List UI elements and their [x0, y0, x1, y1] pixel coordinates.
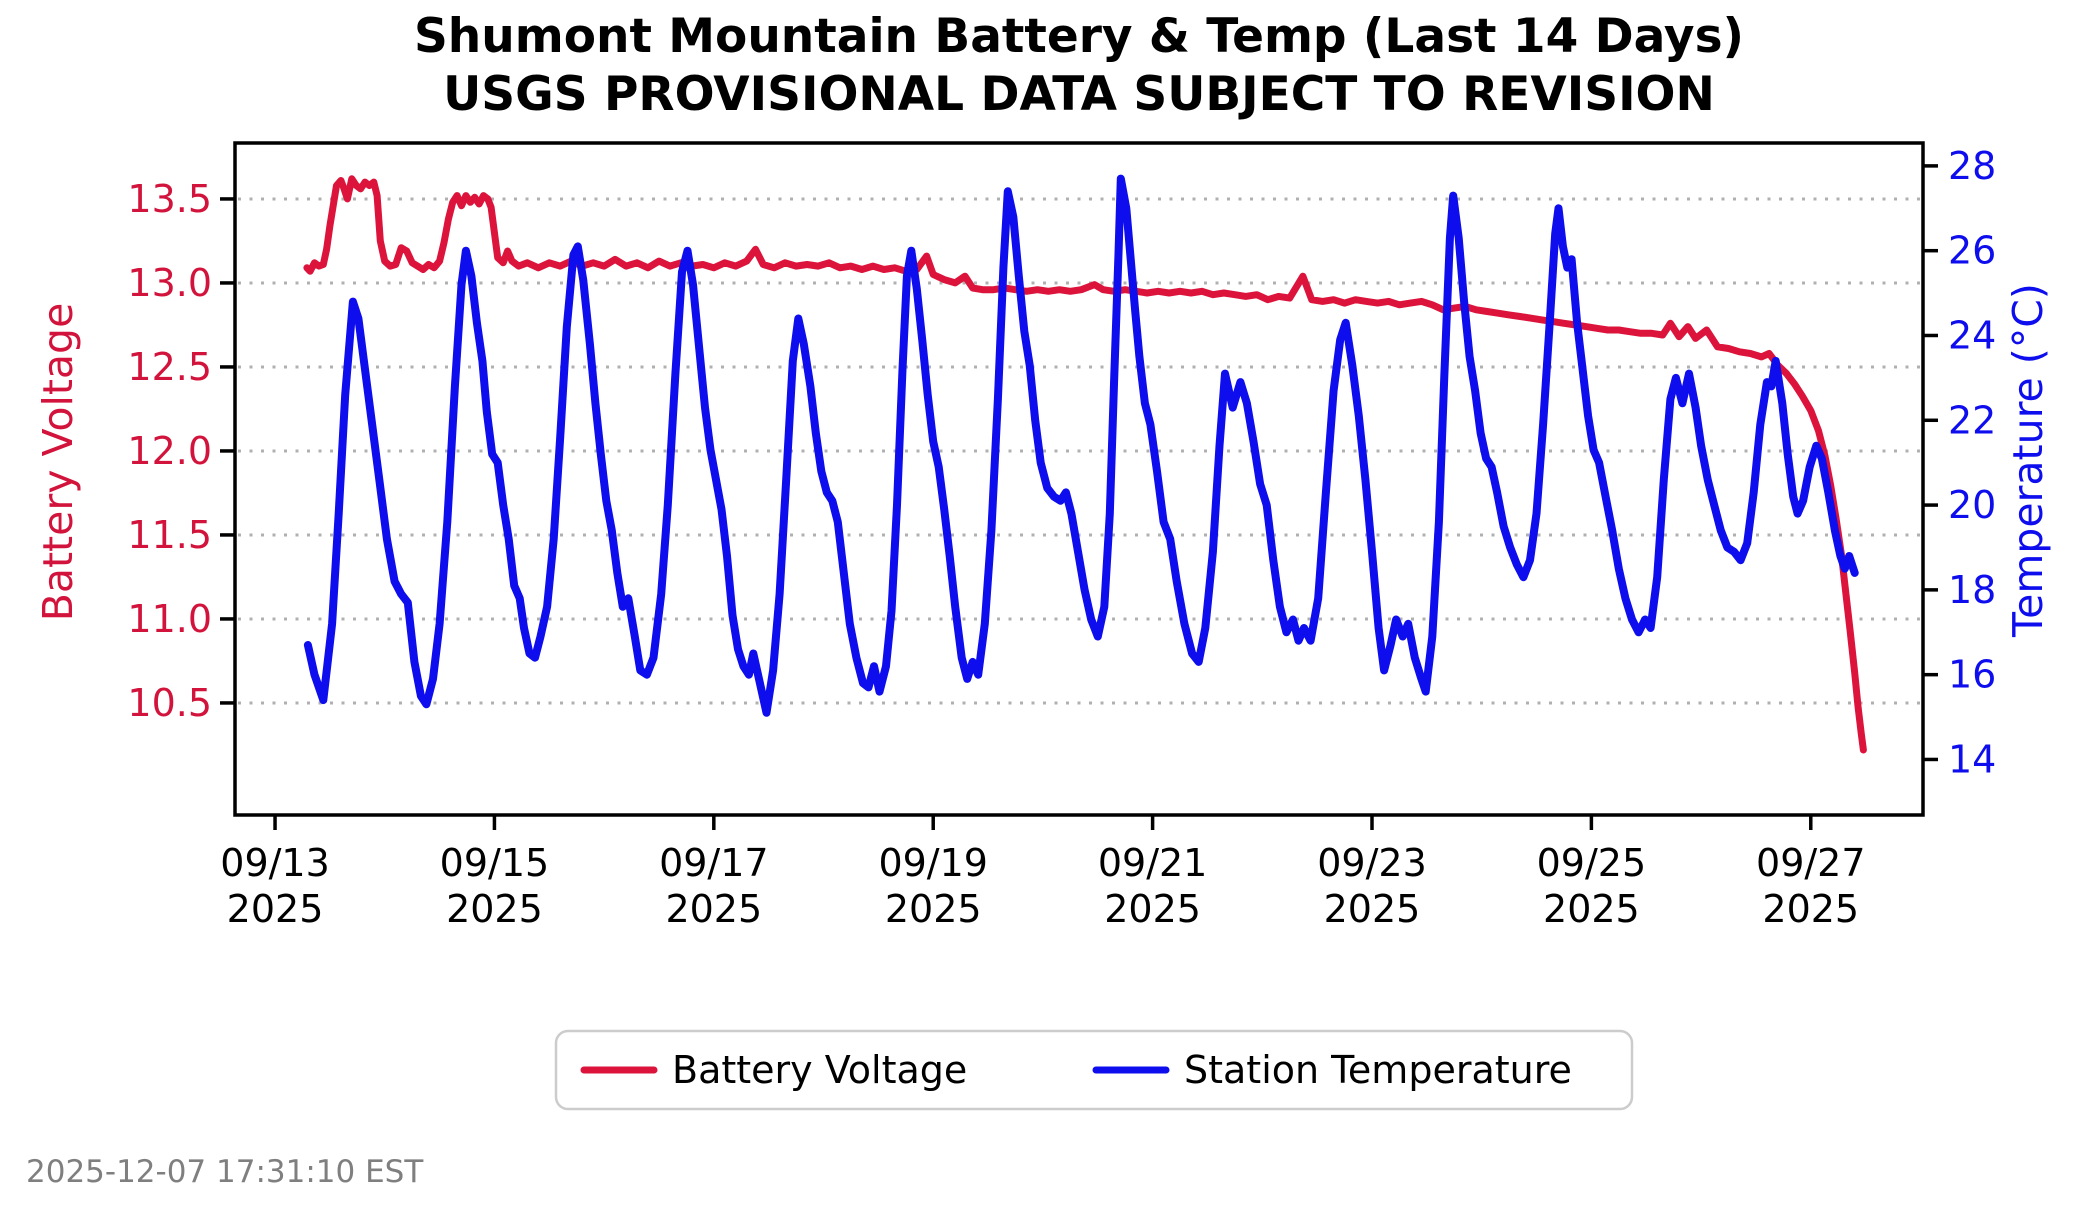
x-tick-label: 09/21 2025 [1098, 841, 1208, 931]
x-tick-label: 09/15 2025 [440, 841, 550, 931]
left-tick-label: 11.5 [127, 513, 212, 557]
plot-frame [233, 141, 1925, 817]
legend: Battery Voltage Station Temperature [554, 1029, 1634, 1111]
station-temperature-line [303, 174, 1859, 717]
left-tick-label: 12.0 [127, 429, 212, 473]
left-axis-label: Battery Voltage [34, 303, 82, 622]
x-tick-label: 09/23 2025 [1317, 841, 1427, 931]
left-tick-label: 12.5 [127, 345, 212, 389]
battery-voltage-line [303, 175, 1867, 754]
right-tick-label: 28 [1948, 144, 1996, 188]
right-tick-label: 14 [1948, 737, 1996, 781]
tick-labels: 13.5 13.0 12.5 12.0 11.5 11.0 10.5 28 26 24 22 20 18… [127, 144, 1996, 931]
right-axis-label: Temperature (°C) [2004, 283, 2052, 638]
legend-battery-label: Battery Voltage [672, 1048, 967, 1092]
right-tick-label: 18 [1948, 568, 1996, 612]
timestamp: 2025-12-07 17:31:10 EST [26, 1154, 424, 1190]
x-tick-label: 09/27 2025 [1756, 841, 1866, 931]
axes [220, 164, 1938, 830]
right-tick-label: 24 [1948, 313, 1996, 357]
x-tick-label: 09/13 2025 [220, 841, 330, 931]
chart-subtitle: USGS PROVISIONAL DATA SUBJECT TO REVISIO… [443, 67, 1715, 122]
x-tick-label: 09/19 2025 [878, 841, 988, 931]
left-tick-label: 13.5 [127, 177, 212, 221]
right-tick-label: 22 [1948, 398, 1996, 442]
right-tick-label: 26 [1948, 229, 1996, 273]
left-tick-label: 13.0 [127, 261, 212, 305]
x-tick-label: 09/17 2025 [659, 841, 769, 931]
plot-series [303, 174, 1867, 754]
right-tick-label: 16 [1948, 653, 1996, 697]
left-tick-label: 10.5 [127, 681, 212, 725]
chart-title: Shumont Mountain Battery & Temp (Last 14… [414, 9, 1744, 64]
x-tick-label: 09/25 2025 [1537, 841, 1647, 931]
legend-temperature-label: Station Temperature [1184, 1048, 1572, 1092]
left-tick-label: 11.0 [127, 597, 212, 641]
right-tick-label: 20 [1948, 483, 1996, 527]
